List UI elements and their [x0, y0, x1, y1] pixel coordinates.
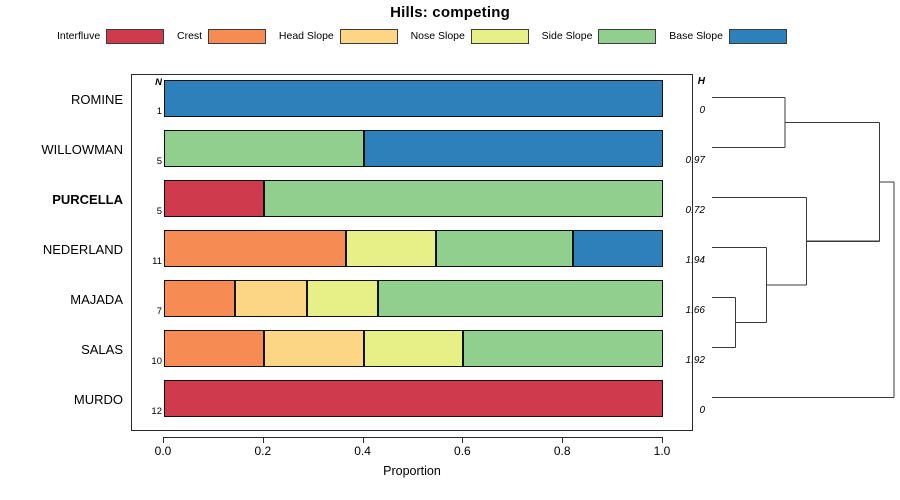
- legend-item[interactable]: Head Slope: [278, 28, 398, 44]
- bar-segment[interactable]: [164, 380, 663, 417]
- bar-segment[interactable]: [306, 280, 379, 317]
- bar-segment[interactable]: [235, 280, 307, 317]
- n-value: 5: [156, 206, 162, 217]
- x-axis-tick-label: 0.0: [154, 444, 172, 458]
- legend-item-label: Nose Slope: [410, 30, 465, 42]
- legend-item[interactable]: Nose Slope: [410, 28, 529, 44]
- bar-segment[interactable]: [436, 230, 573, 267]
- row-label: PURCELLA: [52, 192, 123, 207]
- legend-item[interactable]: Crest: [177, 28, 267, 44]
- plot-panel: N 1 5 5 11 7 10 12: [131, 74, 693, 431]
- x-axis-tick-label: 1.0: [653, 444, 671, 458]
- legend-swatch: [470, 28, 529, 44]
- table-row[interactable]: [164, 380, 663, 417]
- table-row[interactable]: [164, 80, 663, 117]
- table-row[interactable]: [164, 130, 663, 167]
- bar-segment[interactable]: [378, 280, 663, 317]
- bar-segment[interactable]: [164, 130, 364, 167]
- bar-segment[interactable]: [164, 180, 264, 217]
- row-label: SALAS: [81, 342, 123, 357]
- x-axis-label: Proportion: [383, 464, 441, 478]
- h-value: 0: [699, 405, 705, 416]
- legend: Interfluve Crest Head Slope Nose Slope Side …: [57, 25, 787, 47]
- table-row[interactable]: [164, 280, 663, 317]
- n-value: 7: [156, 306, 162, 317]
- x-axis-tick: [562, 437, 564, 443]
- legend-swatch: [728, 28, 787, 44]
- x-axis-tick: [362, 437, 364, 443]
- table-row[interactable]: [164, 330, 663, 367]
- x-axis-tick-label: 0.6: [454, 444, 471, 458]
- h-value: 0.97: [685, 155, 705, 166]
- legend-item[interactable]: Side Slope: [541, 28, 657, 44]
- n-value: 12: [151, 406, 162, 417]
- page-title: Hills: competing: [390, 4, 510, 21]
- bar-segment[interactable]: [263, 180, 663, 217]
- n-column-header: N: [155, 77, 162, 88]
- n-value: 1: [156, 106, 162, 117]
- x-axis-tick: [462, 437, 464, 443]
- bar-segment[interactable]: [363, 330, 464, 367]
- legend-item-label: Interfluve: [57, 30, 101, 42]
- bar-segment[interactable]: [263, 330, 364, 367]
- h-value: 0: [699, 105, 705, 116]
- row-label: WILLOWMAN: [41, 142, 123, 157]
- bar-segment[interactable]: [164, 330, 264, 367]
- x-axis-tick-label: 0.8: [553, 444, 571, 458]
- bar-segment[interactable]: [345, 230, 437, 267]
- x-axis-line: [163, 437, 662, 438]
- legend-item-label: Base Slope: [669, 30, 723, 42]
- h-column-header: H: [697, 76, 705, 87]
- bar-segment[interactable]: [363, 130, 663, 167]
- legend-item-label: Head Slope: [278, 30, 334, 42]
- bar-segment[interactable]: [164, 80, 663, 117]
- legend-item[interactable]: Base Slope: [669, 28, 787, 44]
- n-value: 10: [151, 356, 162, 367]
- row-label: MURDO: [73, 392, 123, 407]
- bar-segment[interactable]: [164, 280, 236, 317]
- x-axis-tick-label: 0.4: [354, 444, 371, 458]
- h-value: 1.66: [685, 305, 705, 316]
- h-value: 0.72: [685, 205, 705, 216]
- legend-swatch: [106, 28, 165, 44]
- n-value: 11: [152, 256, 162, 267]
- table-row[interactable]: [164, 230, 664, 267]
- dendrogram: [700, 74, 900, 431]
- bar-segment[interactable]: [572, 230, 664, 267]
- n-value: 5: [156, 156, 162, 167]
- x-axis-tick: [163, 437, 164, 443]
- row-label: MAJADA: [70, 292, 123, 307]
- dendrogram-branches: [712, 96, 895, 399]
- legend-item-label: Side Slope: [541, 30, 593, 42]
- legend-swatch: [208, 28, 267, 44]
- x-axis-tick: [662, 437, 663, 443]
- table-row[interactable]: [164, 180, 663, 217]
- x-axis-tick-label: 0.2: [254, 444, 272, 458]
- legend-swatch: [598, 28, 657, 44]
- legend-item-label: Crest: [177, 30, 203, 42]
- x-axis-tick: [262, 437, 264, 443]
- legend-swatch: [339, 28, 398, 44]
- dendrogram-tree: [712, 96, 895, 399]
- legend-item[interactable]: Interfluve: [57, 28, 165, 44]
- row-label: NEDERLAND: [42, 242, 123, 257]
- h-value: 1.94: [685, 255, 705, 266]
- bar-segment[interactable]: [164, 230, 346, 267]
- row-label: ROMINE: [71, 92, 123, 107]
- bar-segment[interactable]: [463, 330, 663, 367]
- h-value: 1.92: [685, 355, 705, 366]
